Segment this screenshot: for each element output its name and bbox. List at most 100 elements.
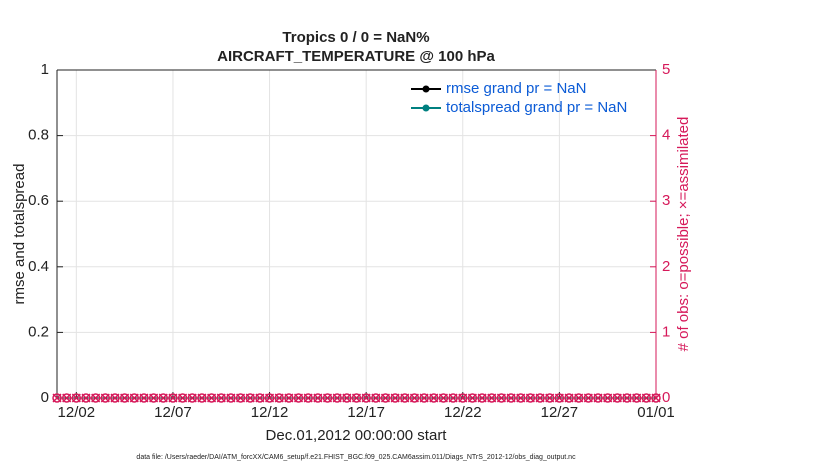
marker-assimilated: [525, 393, 535, 403]
marker-assimilated: [129, 393, 139, 403]
marker-possible: [361, 393, 371, 403]
marker-assimilated: [274, 393, 284, 403]
y2-axis-label: # of obs: o=possible; ×=assimilated: [675, 117, 692, 352]
marker-possible: [390, 393, 400, 403]
marker-possible: [515, 393, 526, 403]
marker-assimilated: [535, 393, 545, 403]
y2-tick-label: 4: [662, 127, 670, 144]
marker-assimilated: [574, 393, 584, 403]
marker-assimilated: [400, 393, 410, 403]
y2-tick-label: 3: [662, 192, 670, 209]
chart-title: Tropics 0 / 0 = NaN%: [282, 29, 429, 46]
marker-possible: [245, 393, 255, 403]
marker-assimilated: [612, 393, 622, 403]
marker-possible: [448, 393, 458, 403]
marker-possible: [622, 393, 632, 403]
x-tick-label: 12/22: [444, 404, 482, 421]
marker-possible: [351, 393, 362, 403]
marker-assimilated: [342, 393, 352, 403]
marker-assimilated: [255, 393, 265, 403]
y2-tick-label: 0: [662, 389, 670, 406]
marker-possible: [573, 393, 584, 403]
marker-assimilated: [332, 393, 342, 403]
marker-assimilated: [149, 393, 159, 403]
marker-dot: [422, 85, 430, 93]
marker-possible: [458, 393, 468, 403]
marker-possible: [216, 393, 226, 403]
marker-possible: [100, 393, 111, 403]
marker-assimilated: [564, 393, 574, 403]
marker-assimilated: [438, 393, 448, 403]
marker-assimilated: [506, 393, 516, 403]
marker-assimilated: [187, 393, 197, 403]
marker-assimilated: [197, 393, 207, 403]
marker-assimilated: [496, 393, 506, 403]
marker-possible: [544, 393, 555, 403]
marker-assimilated: [448, 393, 458, 403]
marker-assimilated: [139, 393, 149, 403]
x-tick-label: 12/02: [58, 404, 96, 421]
marker-assimilated: [419, 393, 429, 403]
marker-possible: [158, 393, 169, 403]
marker-possible: [52, 393, 62, 403]
marker-possible: [139, 393, 149, 403]
marker-assimilated: [487, 393, 497, 403]
x-tick-label: 12/17: [347, 404, 385, 421]
marker-possible: [429, 393, 439, 403]
marker-assimilated: [641, 393, 651, 403]
marker-possible: [602, 393, 613, 403]
legend-label: rmse grand pr = NaN: [446, 80, 586, 97]
marker-assimilated: [207, 393, 217, 403]
marker-possible: [284, 393, 294, 403]
marker-possible: [438, 393, 449, 403]
marker-possible: [419, 393, 429, 403]
marker-assimilated: [100, 393, 110, 403]
marker-assimilated: [322, 393, 333, 403]
marker-possible: [197, 393, 207, 403]
marker-assimilated: [168, 393, 178, 403]
marker-assimilated: [651, 393, 661, 403]
marker-possible: [506, 393, 516, 403]
marker-possible: [177, 393, 188, 403]
marker-possible: [564, 393, 574, 403]
x-tick-label: 12/27: [541, 404, 579, 421]
marker-assimilated: [380, 393, 391, 403]
marker-assimilated: [91, 393, 101, 403]
marker-possible: [187, 393, 198, 403]
y-tick-label: 0.4: [28, 258, 49, 275]
marker-assimilated: [226, 393, 236, 403]
marker-possible: [293, 393, 304, 403]
marker-dot: [422, 104, 430, 112]
marker-possible: [61, 393, 72, 403]
marker-assimilated: [371, 393, 381, 403]
marker-assimilated: [245, 393, 255, 403]
marker-possible: [631, 393, 642, 403]
marker-possible: [274, 393, 284, 403]
y-tick-label: 0.6: [28, 192, 49, 209]
marker-assimilated: [294, 393, 304, 403]
plot-area: [57, 70, 656, 398]
marker-possible: [371, 393, 381, 403]
x-tick-label: 12/12: [251, 404, 289, 421]
marker-possible: [129, 393, 140, 403]
marker-possible: [226, 393, 236, 403]
marker-possible: [342, 393, 352, 403]
x-tick-label: 12/07: [154, 404, 192, 421]
marker-assimilated: [236, 393, 246, 403]
marker-possible: [525, 393, 536, 403]
marker-possible: [235, 393, 246, 403]
marker-assimilated: [516, 393, 526, 403]
marker-assimilated: [265, 393, 275, 403]
marker-possible: [535, 393, 545, 403]
marker-assimilated: [62, 393, 72, 403]
marker-possible: [322, 393, 333, 403]
marker-assimilated: [81, 393, 91, 403]
marker-possible: [409, 393, 420, 403]
marker-assimilated: [351, 393, 362, 403]
x-tick-label: 01/01: [637, 404, 675, 421]
marker-assimilated: [545, 393, 555, 403]
marker-assimilated: [71, 393, 81, 403]
marker-assimilated: [110, 393, 120, 403]
marker-possible: [593, 393, 603, 403]
y-tick-label: 0: [41, 389, 49, 406]
